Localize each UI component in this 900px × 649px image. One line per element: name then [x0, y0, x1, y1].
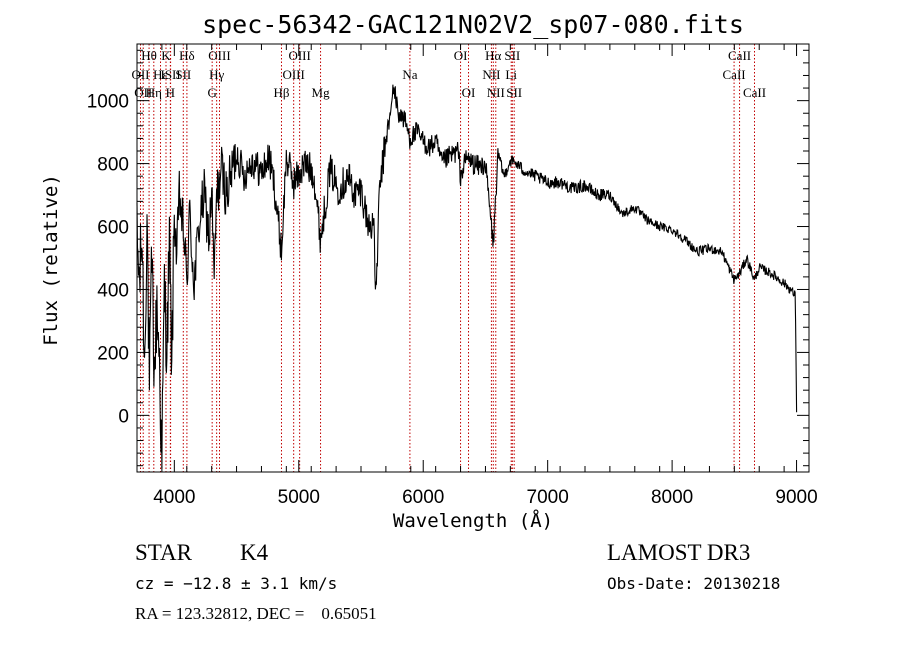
spectrum-trace	[136, 84, 798, 469]
y-tick-label: 200	[97, 343, 129, 364]
observation-date: Obs-Date: 20130218	[607, 574, 780, 593]
x-axis-ticks: 4000 5000 6000 7000 8000 9000	[136, 44, 818, 508]
survey-name: LAMOST DR3	[607, 540, 750, 565]
line-marker-label: OI	[462, 85, 476, 100]
y-tick-label: 1000	[87, 92, 129, 113]
line-marker-label: Hε	[153, 67, 168, 82]
line-marker-label: Hθ	[141, 48, 157, 63]
line-marker-label: OII	[131, 67, 149, 82]
line-marker-label: Hβ	[273, 85, 289, 100]
line-marker-label: CaII	[723, 67, 746, 82]
line-marker-label: OIII	[288, 48, 310, 63]
x-axis-label: Wavelength (Å)	[393, 509, 553, 532]
line-marker-label: SII	[504, 48, 520, 63]
line-marker-label: OI	[454, 48, 468, 63]
chart-title: spec-56342-GAC121N02V2_sp07-080.fits	[202, 10, 744, 39]
line-marker-label: OII	[134, 85, 152, 100]
line-marker-label: SII	[506, 85, 522, 100]
line-marker-label: CaII	[728, 48, 751, 63]
line-marker-label: Li	[505, 67, 517, 82]
x-tick-label: 7000	[527, 487, 569, 508]
spectral-line-labels: OII OII Hθ Hη Hε K H ISII Hδ SII G Hγ OIII Hβ OIII OIII…	[131, 48, 766, 100]
x-tick-label: 9000	[775, 487, 817, 508]
line-marker-label: CaII	[743, 85, 766, 100]
object-class: STAR	[135, 540, 193, 565]
x-tick-label: 4000	[153, 487, 195, 508]
line-marker-label: OIII	[282, 67, 304, 82]
spectral-line-markers	[139, 44, 755, 472]
x-tick-label: 8000	[651, 487, 693, 508]
y-tick-label: 800	[97, 155, 129, 176]
line-marker-label: ISII	[160, 67, 180, 82]
line-marker-label: K	[161, 48, 171, 63]
line-marker-label: Mg	[312, 85, 331, 100]
line-marker-label: Na	[402, 67, 417, 82]
y-tick-label: 400	[97, 280, 129, 301]
y-axis-ticks: 0 200 400 600 800 1000	[87, 49, 809, 467]
line-marker-label: Hη	[146, 85, 162, 100]
line-marker-label: NII	[482, 67, 500, 82]
line-marker-label: Hδ	[179, 48, 195, 63]
line-marker-label: SII	[175, 67, 191, 82]
x-tick-label: 5000	[278, 487, 320, 508]
line-marker-label: Hα	[485, 48, 501, 63]
coordinates: RA = 123.32812, DEC = 0.65051	[135, 604, 377, 623]
y-tick-label: 600	[97, 218, 129, 239]
redshift-velocity: cz = −12.8 ± 3.1 km/s	[135, 574, 337, 593]
line-marker-label: Hγ	[209, 67, 224, 82]
line-marker-label: OIII	[208, 48, 230, 63]
line-marker-label: NII	[487, 85, 505, 100]
y-axis-label: Flux (relative)	[40, 174, 62, 346]
plot-frame	[136, 43, 810, 473]
line-marker-label: H	[166, 85, 175, 100]
x-tick-label: 6000	[402, 487, 444, 508]
object-subclass: K4	[240, 540, 269, 565]
line-marker-label: G	[207, 85, 216, 100]
y-tick-label: 0	[118, 406, 129, 427]
